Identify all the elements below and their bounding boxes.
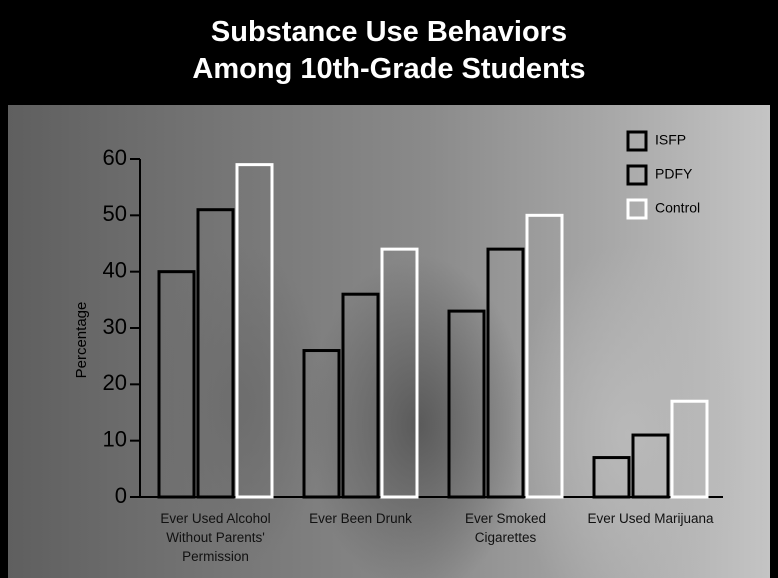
y-tick-label: 30 [103, 314, 127, 339]
y-tick-label: 10 [103, 426, 127, 451]
bar [235, 163, 274, 499]
x-tick-label: Ever Used Marijuana [587, 511, 714, 526]
bar [447, 309, 486, 499]
legend-swatch [626, 198, 648, 220]
legend-swatch [626, 164, 648, 186]
legend-label: Control [655, 200, 700, 216]
bar [341, 292, 380, 499]
bar [157, 270, 196, 499]
legend-label: PDFY [655, 166, 693, 182]
x-tick-label: Ever Smoked Cigarettes [464, 511, 547, 545]
y-tick-label: 20 [103, 370, 127, 395]
bar [380, 247, 419, 499]
bar [486, 247, 525, 499]
y-tick-label: 60 [103, 145, 127, 170]
bar [196, 208, 235, 499]
legend-swatch [626, 130, 648, 152]
bar [525, 213, 564, 499]
x-tick-label: Ever Been Drunk [309, 511, 412, 526]
chart-title: Substance Use Behaviors Among 10th-Grade… [192, 16, 586, 85]
bar [592, 456, 631, 499]
y-tick-label: 50 [103, 201, 127, 226]
y-axis-label: Percentage [73, 302, 90, 379]
y-tick-label: 40 [103, 257, 127, 282]
bar [631, 433, 670, 499]
y-tick-label: 0 [115, 483, 127, 508]
bar [302, 349, 341, 499]
legend-label: ISFP [655, 132, 686, 148]
x-tick-label: Ever Used Alcohol Without Parents' Permi… [160, 511, 271, 564]
bar [670, 399, 709, 499]
